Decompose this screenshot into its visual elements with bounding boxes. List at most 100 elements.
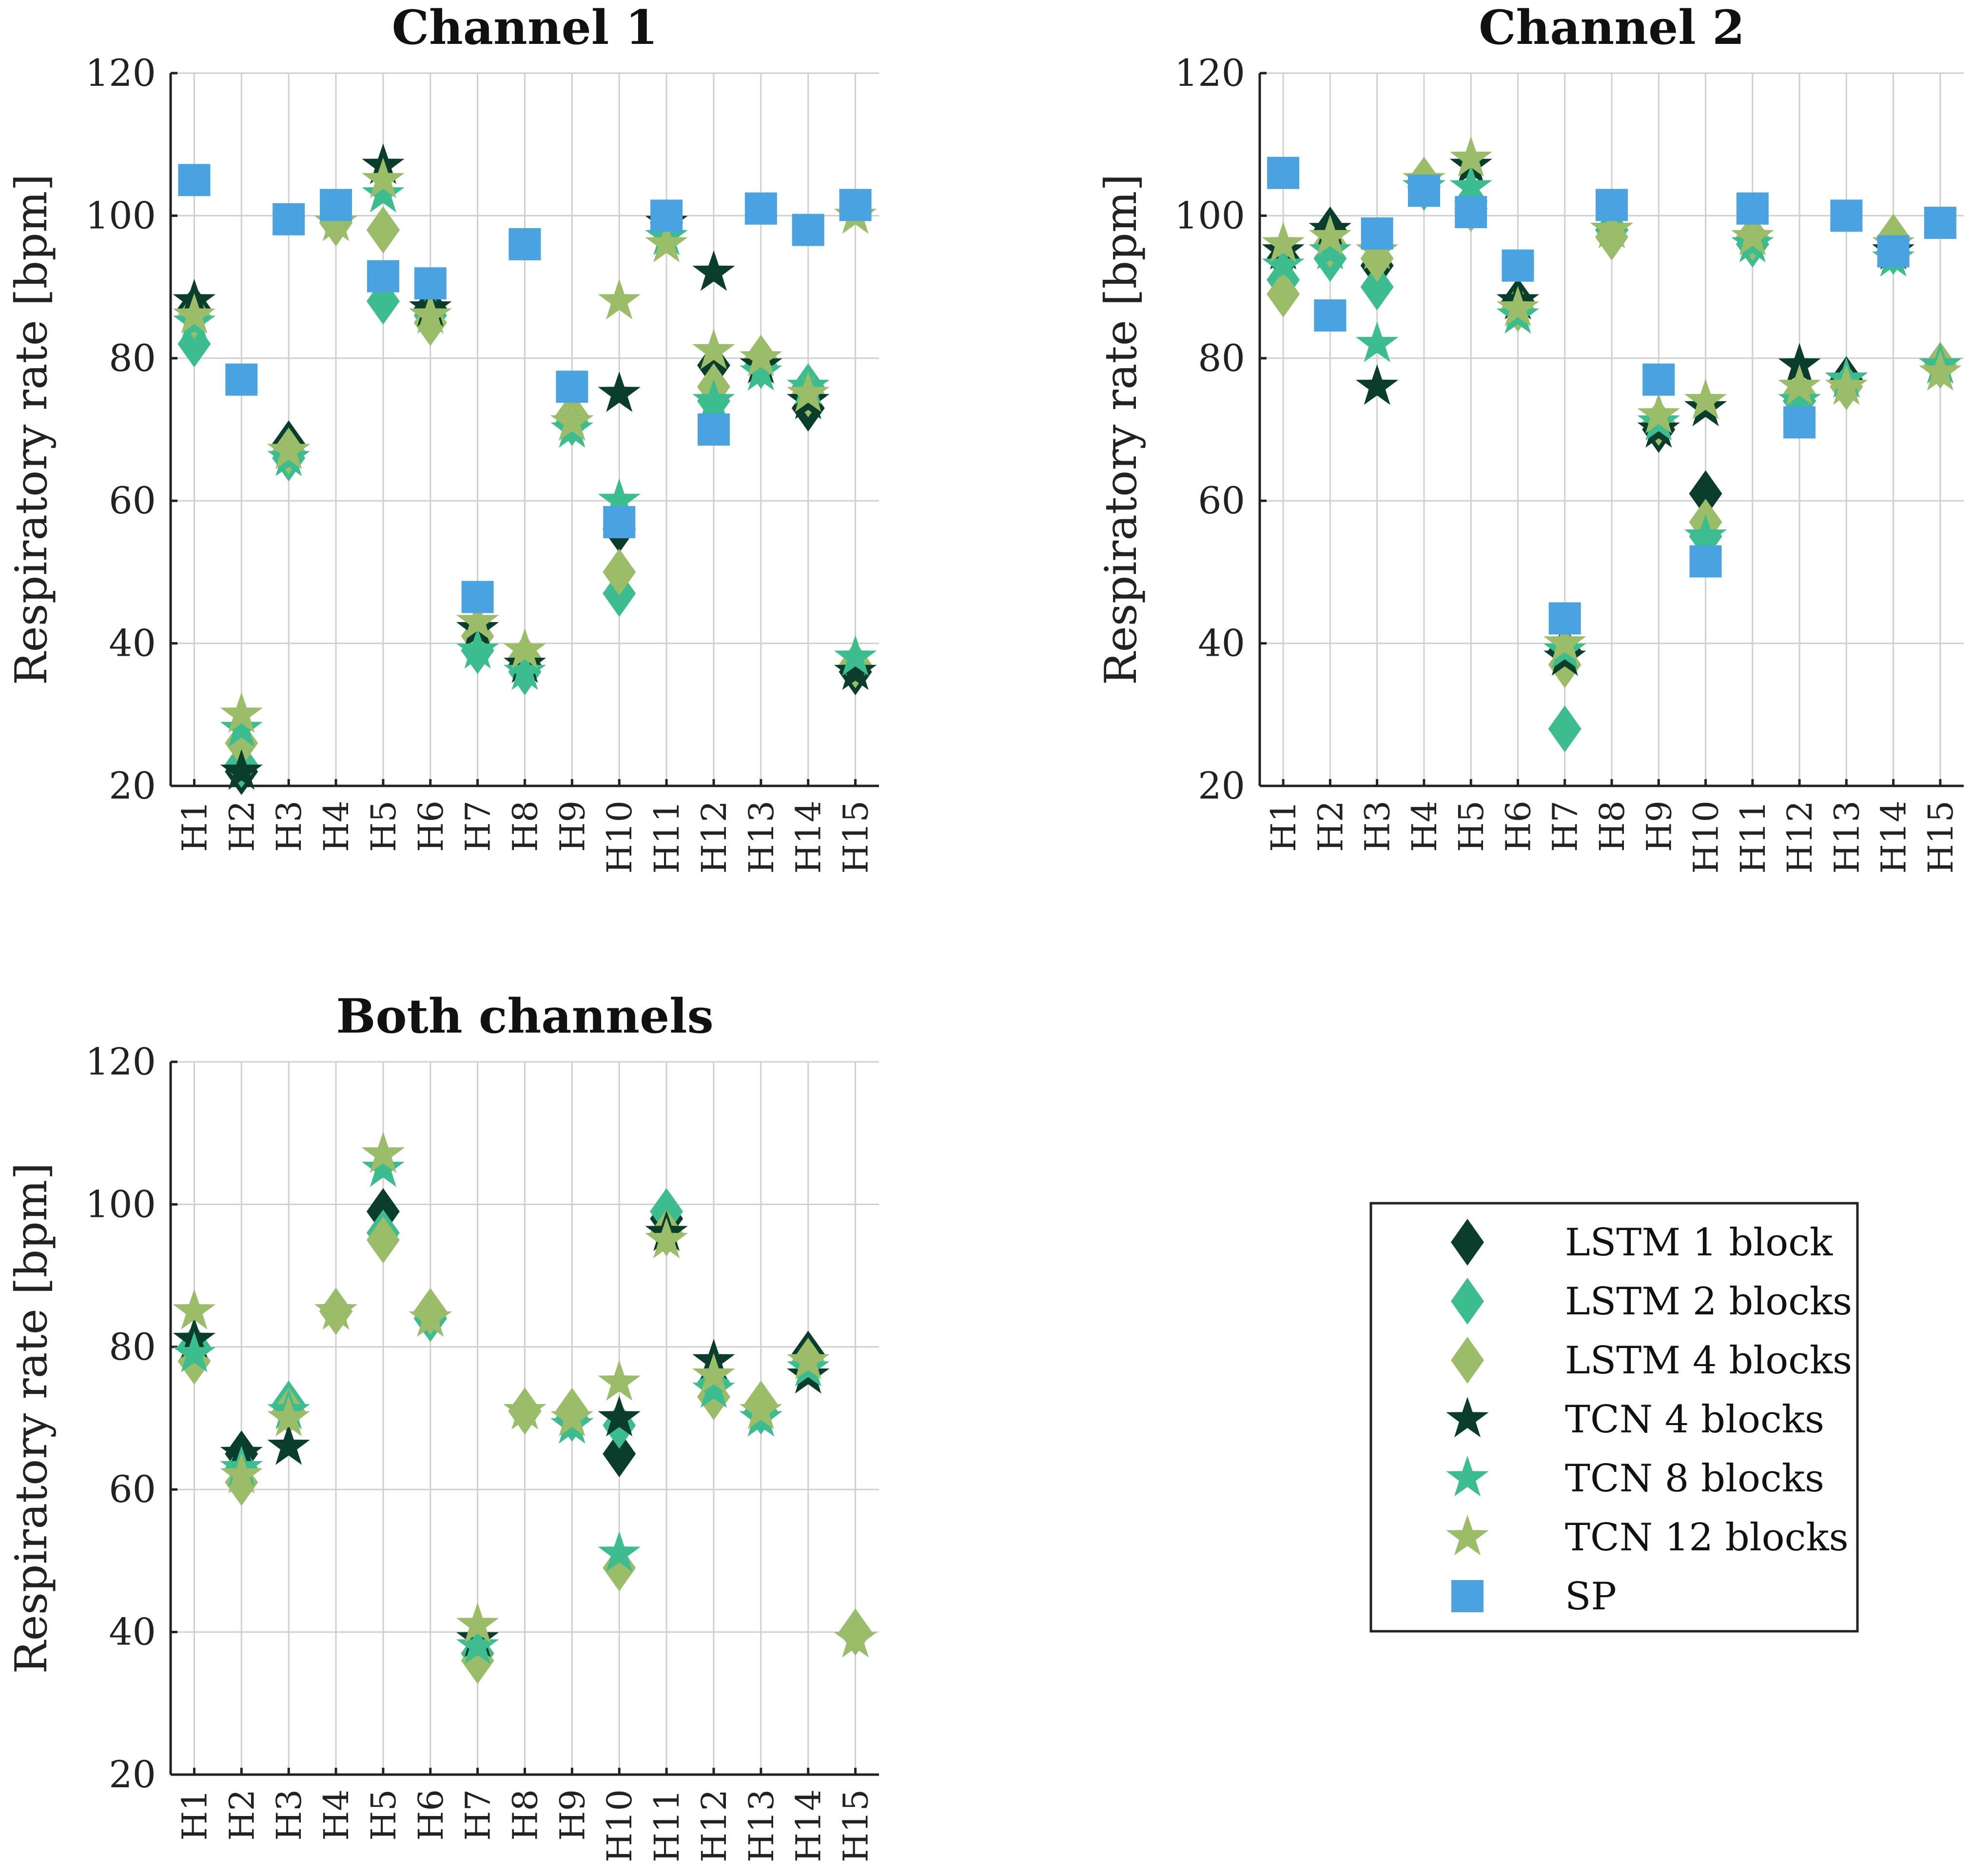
data-point-tcn12 [220,1453,263,1494]
legend-label-tcn8: TCN 8 blocks [1565,1457,1824,1501]
data-point-sp [1642,363,1675,396]
data-point-tcn12 [1919,350,1962,391]
x-tick-label: H6 [411,801,451,852]
x-tick-label: H9 [1639,801,1679,852]
data-point-lstm1 [603,1430,636,1478]
data-point-sp [697,413,730,446]
data-point-tcn12 [1637,392,1680,433]
data-point-tcn12 [598,1360,641,1401]
data-point-tcn12 [550,400,594,441]
data-point-tcn8 [692,1367,735,1408]
x-tick-label: H6 [411,1789,451,1841]
data-point-tcn12 [645,1217,688,1258]
x-tick-label: H12 [1780,801,1820,874]
data-point-sp [461,581,494,613]
data-point-lstm1 [1689,470,1722,517]
data-point-tcn8 [220,706,263,747]
x-tick-label: H12 [694,801,734,874]
data-point-tcn12 [787,371,830,412]
data-point-lstm4 [603,548,636,596]
y-tick-label: 80 [109,336,156,380]
x-tick-label: H11 [647,801,687,874]
data-point-tcn8 [362,1146,405,1187]
x-tick-label: H3 [1358,801,1398,852]
data-point-sp [1830,199,1863,232]
y-tick-label: 60 [1198,479,1245,522]
x-tick-label: H11 [647,1789,687,1862]
data-point-sp [508,228,541,260]
legend-label-sp: SP [1565,1575,1617,1619]
data-point-sp [1314,299,1347,332]
y-tick-label: 120 [1174,51,1245,95]
data-point-tcn12 [1778,364,1821,405]
x-tick-label: H9 [552,801,592,852]
y-tick-label: 80 [1198,336,1245,380]
data-point-lstm4 [1267,271,1300,318]
data-point-tcn4 [267,1424,310,1465]
x-tick-label: H1 [175,1789,215,1841]
data-point-sp [1361,217,1393,250]
legend-label-lstm1: LSTM 1 block [1565,1221,1833,1265]
data-point-sp [273,203,305,235]
data-point-tcn4 [1355,364,1399,405]
data-point-sp [839,189,872,221]
y-tick-label: 120 [85,1040,156,1083]
data-point-tcn8 [1355,321,1399,362]
data-point-sp [1267,156,1300,189]
data-point-sp [744,192,777,225]
data-point-sp [650,199,683,232]
data-point-sp [1736,192,1769,225]
data-point-sp [1924,207,1956,239]
data-point-lstm4 [366,1216,400,1264]
legend-marker-lstm1 [1451,1219,1484,1266]
data-point-sp [1689,545,1722,578]
data-point-tcn8 [362,172,405,213]
data-point-tcn12 [220,692,263,733]
data-point-tcn4 [598,371,641,412]
data-point-tcn12 [740,335,782,376]
legend-label-lstm2: LSTM 2 blocks [1565,1280,1852,1324]
data-point-tcn12 [834,1617,877,1658]
data-point-tcn8 [1262,243,1305,284]
x-tick-label: H15 [836,1789,876,1862]
data-point-lstm2 [1548,705,1582,753]
x-tick-label: H3 [269,1789,309,1841]
series-tcn12 [173,1132,877,1658]
x-tick-label: H15 [1921,801,1961,874]
legend-marker-tcn4 [1446,1397,1489,1438]
y-tick-label: 40 [109,1610,156,1654]
y-tick-label: 20 [1198,764,1245,807]
legend-marker-lstm2 [1451,1278,1484,1325]
data-point-sp [414,267,447,300]
x-tick-label: H14 [789,1789,829,1862]
x-tick-label: H10 [600,801,640,874]
data-point-sp [367,260,399,293]
data-point-tcn12 [173,293,216,334]
legend-marker-sp [1451,1580,1484,1612]
data-point-tcn12 [362,157,405,198]
x-tick-label: H10 [600,1789,640,1862]
data-point-tcn8 [1449,164,1492,206]
x-tick-label: H2 [1310,801,1350,852]
data-point-tcn12 [1543,621,1586,662]
data-point-tcn8 [692,378,735,419]
data-point-tcn12 [740,1388,782,1429]
data-point-tcn12 [1496,286,1540,327]
y-axis-label: Respiratory rate [bpm] [6,174,57,685]
data-point-tcn4 [220,749,263,790]
legend-marker-tcn12 [1446,1515,1489,1556]
data-point-tcn12 [503,628,547,669]
data-point-lstm4 [366,206,400,254]
x-tick-label: H4 [316,1789,356,1841]
legend-label-lstm4: LSTM 4 blocks [1565,1339,1852,1383]
series-sp [1267,156,1956,635]
data-point-tcn12 [456,1602,499,1643]
x-tick-label: H2 [222,1789,262,1841]
x-tick-label: H5 [1451,801,1491,852]
data-point-tcn8 [503,649,547,690]
data-point-sp [1407,175,1440,207]
data-point-sp [1548,602,1581,635]
data-point-sp [178,164,211,196]
data-point-sp [1502,249,1534,282]
